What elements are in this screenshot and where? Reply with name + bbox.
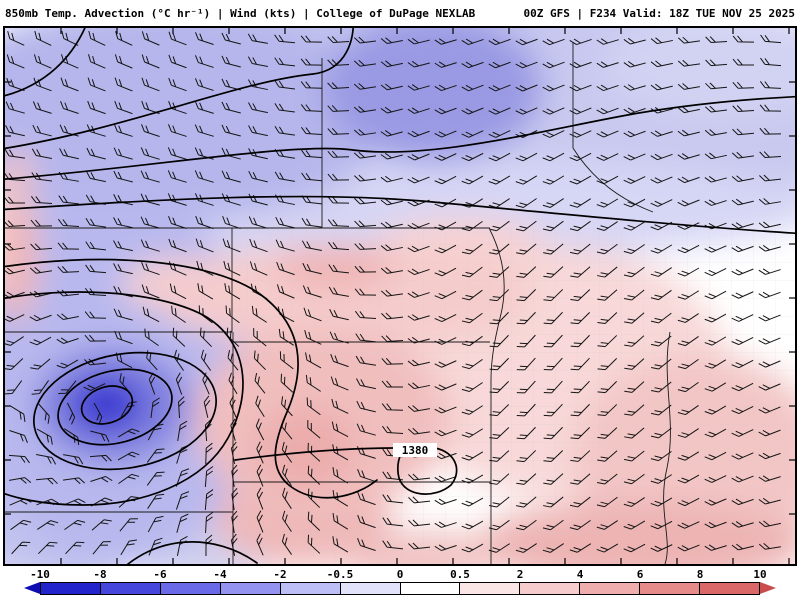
weather-map: 1380 xyxy=(5,28,795,564)
colorbar-left-arrow xyxy=(24,582,40,594)
height-contours xyxy=(5,28,795,564)
colorbar-tick-label: 0.5 xyxy=(450,568,470,581)
colorbar-segment xyxy=(520,583,581,594)
colorbar-tick-label: -8 xyxy=(93,568,107,581)
height-contour-label: 1380 xyxy=(402,444,429,457)
colorbar-segment xyxy=(580,583,641,594)
county-grid xyxy=(233,228,795,564)
map-area: 1380 xyxy=(3,26,797,566)
colorbar-bar xyxy=(24,582,776,595)
colorbar-legend: -10 -8 -6 -4 -2 -0.5 0 0.5 2 4 6 8 10 xyxy=(0,566,800,600)
contour-label-mask xyxy=(393,443,437,457)
colorbar-tick-label: 4 xyxy=(576,568,584,581)
frame-ticks xyxy=(5,28,795,564)
colorbar-segment xyxy=(340,583,401,594)
colorbar-tick-label: -6 xyxy=(153,568,167,581)
colorbar-segment xyxy=(280,583,341,594)
colorbar-segment xyxy=(460,583,521,594)
colorbar-tick-label: -2 xyxy=(273,568,287,581)
colorbar-tick-label: 2 xyxy=(516,568,524,581)
colorbar-segment xyxy=(400,583,461,594)
colorbar-segment xyxy=(41,583,101,594)
colorbar-tick-label: -10 xyxy=(30,568,50,581)
colorbar-right-arrow xyxy=(760,582,776,594)
colorbar-tick-label: 8 xyxy=(696,568,704,581)
colorbar-tick-label: 6 xyxy=(636,568,644,581)
model-run-info: 00Z GFS | F234 Valid: 18Z TUE NOV 25 202… xyxy=(523,6,795,20)
colorbar-labels: -10 -8 -6 -4 -2 -0.5 0 0.5 2 4 6 8 10 xyxy=(30,568,767,581)
colorbar-segment xyxy=(640,583,701,594)
header: 850mb Temp. Advection (°C hr⁻¹) | Wind (… xyxy=(0,0,800,26)
colorbar-segment xyxy=(700,583,760,594)
colorbar-tick-label: 10 xyxy=(753,568,767,581)
colorbar-segment xyxy=(160,583,221,594)
colorbar-tick-label: -4 xyxy=(213,568,227,581)
colorbar-segment xyxy=(100,583,161,594)
colorbar-segments xyxy=(41,583,760,594)
product-title: 850mb Temp. Advection (°C hr⁻¹) | Wind (… xyxy=(5,6,476,20)
colorbar-segment xyxy=(220,583,281,594)
colorbar-tick-label: 0 xyxy=(396,568,404,581)
colorbar-tick-label: -0.5 xyxy=(326,568,354,581)
